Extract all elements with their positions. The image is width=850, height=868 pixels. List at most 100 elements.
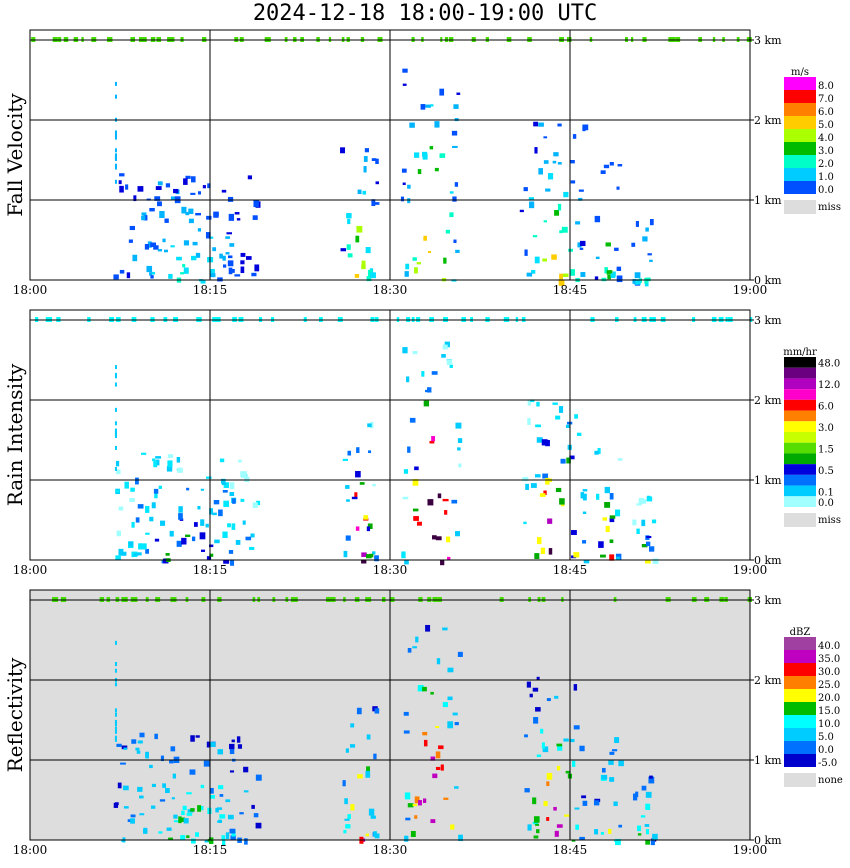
- x-tick-label: 19:00: [733, 843, 768, 857]
- legend-label: 15.0: [818, 706, 840, 717]
- echo-pixel: [401, 168, 407, 173]
- echo-pixel: [186, 835, 190, 838]
- echo-pixel: [432, 773, 438, 779]
- echo-pixel: [125, 184, 129, 190]
- echo-pixel: [141, 212, 147, 216]
- echo-pixel: [151, 271, 156, 275]
- echo-pixel: [243, 766, 249, 773]
- echo-pixel: [190, 192, 196, 195]
- echo-pixel: [566, 457, 571, 464]
- echo-pixel: [188, 208, 194, 215]
- echo-pixel: [414, 796, 420, 804]
- echo-pixel: [645, 839, 650, 845]
- echo-pixel: [452, 145, 458, 148]
- echo-pixel: [401, 551, 406, 559]
- echo-pixel: [114, 445, 117, 450]
- legend-label: 2.0: [818, 159, 834, 170]
- echo-pixel: [642, 236, 648, 242]
- echo-pixel: [572, 134, 577, 139]
- echo-pixel: [423, 739, 428, 747]
- echo-pixel: [645, 791, 652, 798]
- echo-pixel: [404, 559, 409, 565]
- echo-pixel: [154, 492, 158, 499]
- echo-layer: [115, 341, 659, 566]
- echo-pixel: [114, 726, 117, 731]
- echo-pixel: [609, 554, 615, 561]
- echo-pixel: [534, 256, 540, 264]
- echo-pixel: [600, 170, 606, 174]
- y-tick-label: 0 km: [754, 554, 782, 567]
- echo-pixel: [178, 513, 183, 520]
- echo-pixel: [455, 422, 462, 429]
- echo-pixel: [170, 196, 176, 201]
- echo-pixel: [649, 259, 653, 262]
- echo-pixel: [145, 532, 150, 535]
- echo-pixel: [579, 247, 584, 250]
- echo-pixel: [131, 739, 137, 744]
- x-tick-label: 18:45: [553, 283, 588, 297]
- echo-pixel: [136, 750, 141, 754]
- echo-pixel: [180, 835, 186, 840]
- echo-pixel: [154, 733, 158, 740]
- echo-pixel: [114, 153, 117, 158]
- echo-pixel: [141, 215, 146, 221]
- echo-pixel: [375, 181, 380, 185]
- echo-pixel: [346, 213, 352, 219]
- echo-pixel: [645, 829, 649, 835]
- echo-pixel: [251, 272, 257, 277]
- echo-pixel: [137, 740, 143, 744]
- echo-pixel: [577, 242, 582, 248]
- echo-pixel: [632, 519, 637, 526]
- echo-pixel: [114, 640, 117, 645]
- echo-pixel: [176, 256, 182, 261]
- echo-pixel: [534, 474, 541, 478]
- echo-pixel: [616, 266, 622, 271]
- echo-pixel: [160, 520, 166, 526]
- echo-pixel: [117, 782, 122, 789]
- legend-label: 35.0: [818, 654, 840, 665]
- echo-pixel: [165, 183, 171, 188]
- x-tick-label: 18:45: [553, 563, 588, 577]
- echo-pixel: [228, 267, 233, 275]
- echo-pixel: [635, 220, 639, 227]
- echo-pixel: [226, 232, 232, 235]
- echo-pixel: [417, 685, 424, 692]
- echo-pixel: [402, 182, 406, 186]
- echo-pixel: [641, 785, 647, 791]
- legend-swatch: [784, 741, 816, 754]
- echo-pixel: [533, 717, 539, 724]
- echo-pixel: [236, 218, 241, 221]
- echo-pixel: [113, 802, 119, 808]
- legend-label: miss: [818, 202, 841, 213]
- panel-0: 18:00 18:15 18:30 18:45 19:000 km 1 km 2 km 3 k…: [13, 29, 841, 297]
- echo-pixel: [242, 520, 246, 525]
- echo-pixel: [412, 351, 418, 355]
- echo-pixel: [648, 546, 655, 552]
- echo-pixel: [123, 747, 128, 750]
- echo-pixel: [191, 176, 196, 183]
- echo-pixel: [616, 556, 621, 561]
- echo-pixel: [133, 195, 137, 202]
- legend-label: 5.0: [818, 120, 834, 131]
- echo-pixel: [582, 489, 588, 492]
- echo-pixel: [114, 148, 117, 153]
- echo-pixel: [534, 147, 538, 154]
- echo-pixel: [200, 279, 206, 284]
- echo-pixel: [195, 735, 200, 738]
- echo-pixel: [422, 153, 428, 160]
- echo-layer: [113, 68, 654, 287]
- echo-pixel: [183, 818, 189, 824]
- echo-pixel: [191, 255, 197, 261]
- echo-pixel: [524, 249, 528, 256]
- legend-swatch: [784, 754, 816, 767]
- echo-pixel: [650, 839, 655, 846]
- echo-pixel: [534, 553, 540, 560]
- echo-pixel: [254, 200, 259, 204]
- echo-pixel: [439, 88, 445, 96]
- echo-pixel: [114, 179, 117, 184]
- echo-pixel: [559, 230, 563, 234]
- echo-pixel: [230, 559, 235, 566]
- echo-pixel: [543, 136, 548, 139]
- echo-pixel: [436, 658, 441, 665]
- legend-label: 0.5: [818, 466, 834, 477]
